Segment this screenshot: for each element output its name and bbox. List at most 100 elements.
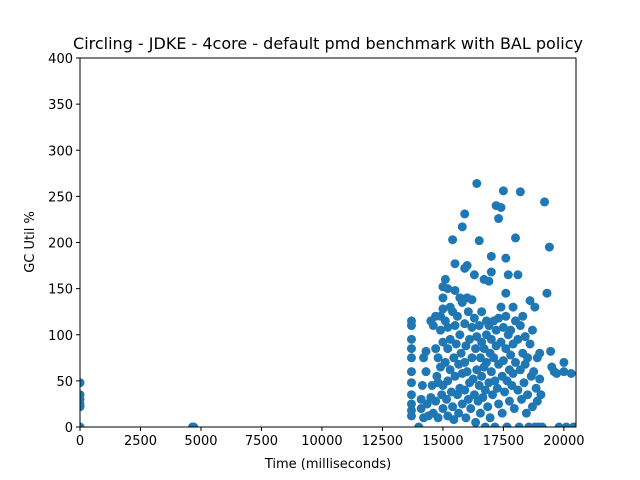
data-point — [445, 365, 455, 375]
data-point — [486, 334, 496, 344]
data-point — [497, 408, 507, 418]
x-tick-label: 7500 — [245, 434, 278, 449]
data-point — [431, 344, 441, 354]
data-point — [484, 276, 494, 286]
data-point — [80, 422, 85, 427]
data-point — [494, 313, 504, 323]
data-point — [554, 422, 564, 427]
x-tick-label: 5000 — [184, 434, 217, 449]
data-point — [414, 422, 424, 427]
data-point — [460, 319, 470, 329]
data-point — [525, 296, 535, 306]
y-axis-ticks: 0 50 100 150 200 250 300 350 400 — [48, 52, 80, 436]
data-point — [406, 390, 416, 400]
data-point — [449, 415, 459, 425]
data-point — [496, 202, 506, 212]
data-point — [406, 353, 416, 363]
data-point — [462, 367, 472, 377]
data-point — [450, 285, 460, 295]
data-point — [513, 385, 523, 395]
chart-title: Circling - JDKE - 4core - default pmd be… — [73, 34, 583, 53]
data-point — [494, 399, 504, 409]
data-point — [491, 325, 501, 335]
data-point — [506, 325, 516, 335]
data-point — [448, 402, 458, 412]
data-point — [498, 186, 508, 196]
data-point — [428, 321, 438, 331]
data-point — [455, 330, 465, 340]
data-point — [452, 311, 462, 321]
data-point — [471, 344, 481, 354]
data-point — [443, 284, 453, 294]
data-point — [496, 337, 506, 347]
data-point — [463, 307, 473, 317]
data-point — [490, 422, 500, 427]
x-axis-label: Time (milliseconds) — [264, 457, 391, 472]
data-point — [530, 302, 540, 312]
data-point — [440, 274, 450, 284]
data-point — [406, 367, 416, 377]
x-tick-label: 20000 — [543, 434, 584, 449]
data-point — [492, 383, 502, 393]
data-point — [513, 270, 523, 280]
data-point — [438, 337, 448, 347]
data-point — [501, 288, 511, 298]
data-point — [450, 321, 460, 331]
data-point — [456, 348, 466, 358]
y-tick-label: 250 — [48, 190, 73, 205]
data-point — [480, 422, 490, 427]
data-point — [462, 261, 472, 271]
data-point — [483, 402, 493, 412]
data-point — [511, 357, 521, 367]
data-point — [443, 322, 453, 332]
y-tick-label: 350 — [48, 98, 73, 113]
y-tick-label: 100 — [48, 329, 73, 344]
data-point — [80, 378, 85, 388]
data-point — [406, 334, 416, 344]
data-point — [469, 270, 479, 280]
data-point — [504, 396, 514, 406]
data-point — [472, 178, 482, 188]
data-point — [527, 325, 537, 335]
data-point — [498, 356, 508, 366]
x-tick-label: 12500 — [362, 434, 403, 449]
data-point — [443, 344, 453, 354]
y-tick-label: 50 — [56, 375, 73, 390]
data-point — [519, 378, 529, 388]
data-point — [502, 422, 512, 427]
data-point — [569, 422, 576, 427]
data-point — [501, 311, 511, 321]
data-point — [189, 422, 199, 427]
y-tick-label: 0 — [65, 421, 73, 436]
data-point — [494, 214, 504, 224]
x-tick-label: 10000 — [301, 434, 342, 449]
data-point — [438, 293, 448, 303]
data-point — [500, 387, 510, 397]
data-point — [477, 307, 487, 317]
data-point — [561, 422, 571, 427]
data-point — [518, 311, 528, 321]
data-point — [490, 376, 500, 386]
data-point — [450, 259, 460, 269]
data-point — [474, 321, 484, 331]
data-point — [406, 411, 416, 421]
data-point — [417, 380, 427, 390]
data-point — [469, 313, 479, 323]
data-point — [509, 404, 519, 414]
data-point — [467, 295, 477, 305]
data-point — [451, 339, 461, 349]
data-point — [406, 344, 416, 354]
data-point — [421, 367, 431, 377]
data-point — [471, 417, 481, 427]
points-layer — [80, 178, 576, 427]
data-point — [466, 404, 476, 414]
data-point — [406, 378, 416, 388]
data-point — [454, 408, 464, 418]
data-point — [536, 390, 546, 400]
data-point — [537, 422, 547, 427]
data-point — [449, 353, 459, 363]
data-point — [477, 371, 487, 381]
data-point — [559, 357, 569, 367]
data-point — [486, 267, 496, 277]
